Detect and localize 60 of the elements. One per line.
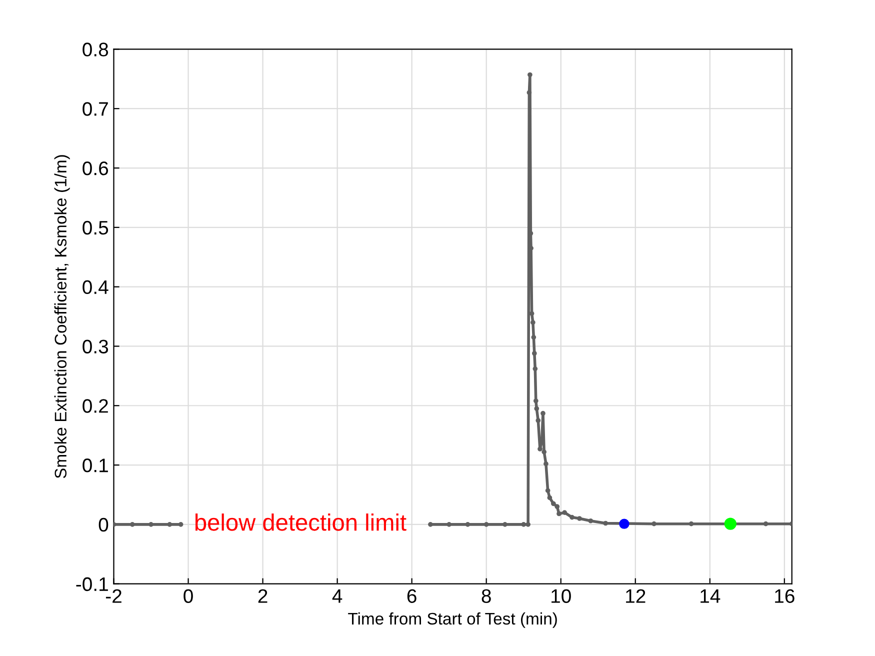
x-tick-label: 4 (332, 589, 342, 603)
point (570, 514, 574, 520)
point (534, 406, 540, 412)
x-tick-label: 12 (626, 589, 646, 603)
x-tick-label: 14 (700, 589, 720, 603)
y-tick-label: 0.3 (82, 340, 108, 354)
y-tick-label: 0.2 (82, 399, 108, 413)
point (484, 522, 489, 527)
point (526, 522, 531, 527)
y-tick-label: 0.5 (82, 220, 108, 235)
point (588, 518, 594, 524)
y-tick-label: 0.8 (82, 42, 108, 56)
annotation: below detection limit (195, 513, 406, 531)
point (148, 522, 154, 527)
y-tick-label: 0.6 (82, 161, 108, 176)
point (724, 518, 736, 530)
point (532, 366, 538, 372)
point (178, 522, 184, 527)
point (652, 521, 656, 526)
point (502, 522, 508, 527)
point (545, 488, 550, 494)
y-tick-label: 0.7 (82, 102, 108, 116)
point (763, 521, 768, 526)
x-tick-label: 6 (407, 589, 416, 603)
point (538, 446, 542, 452)
x-tick-label: 16 (775, 589, 794, 603)
point (542, 450, 547, 454)
point (619, 518, 630, 529)
point (465, 522, 470, 527)
point (554, 504, 560, 510)
y-tick-label: 0.1 (82, 458, 108, 472)
point (526, 90, 532, 95)
point (536, 418, 541, 423)
x-axis-title: Time from Start of Test (min) (348, 612, 557, 628)
point (530, 320, 536, 325)
y-tick-label: 0 (98, 518, 108, 532)
x-tick-label: 2 (258, 589, 268, 603)
y-tick-label: 0.4 (82, 280, 108, 294)
y-tick-label: -0.1 (76, 577, 108, 592)
point (528, 72, 532, 78)
point (688, 521, 694, 526)
point (550, 501, 556, 506)
x-tick-label: 10 (552, 589, 571, 603)
point (532, 350, 537, 356)
point (130, 522, 135, 527)
point (533, 398, 538, 404)
point (562, 510, 568, 515)
point (556, 511, 562, 516)
x-tick-label: 0 (184, 589, 193, 603)
point (428, 522, 433, 527)
x-tick-label: -2 (106, 589, 122, 603)
point (603, 520, 608, 526)
point (547, 495, 552, 500)
point (540, 410, 546, 416)
x-tick-label: 8 (482, 589, 491, 603)
point (544, 461, 548, 466)
point (577, 516, 582, 521)
point (531, 334, 536, 340)
point (167, 522, 172, 527)
y-axis-title: Smoke Extinction Coefficient, Ksmoke (1/m) (54, 155, 70, 478)
